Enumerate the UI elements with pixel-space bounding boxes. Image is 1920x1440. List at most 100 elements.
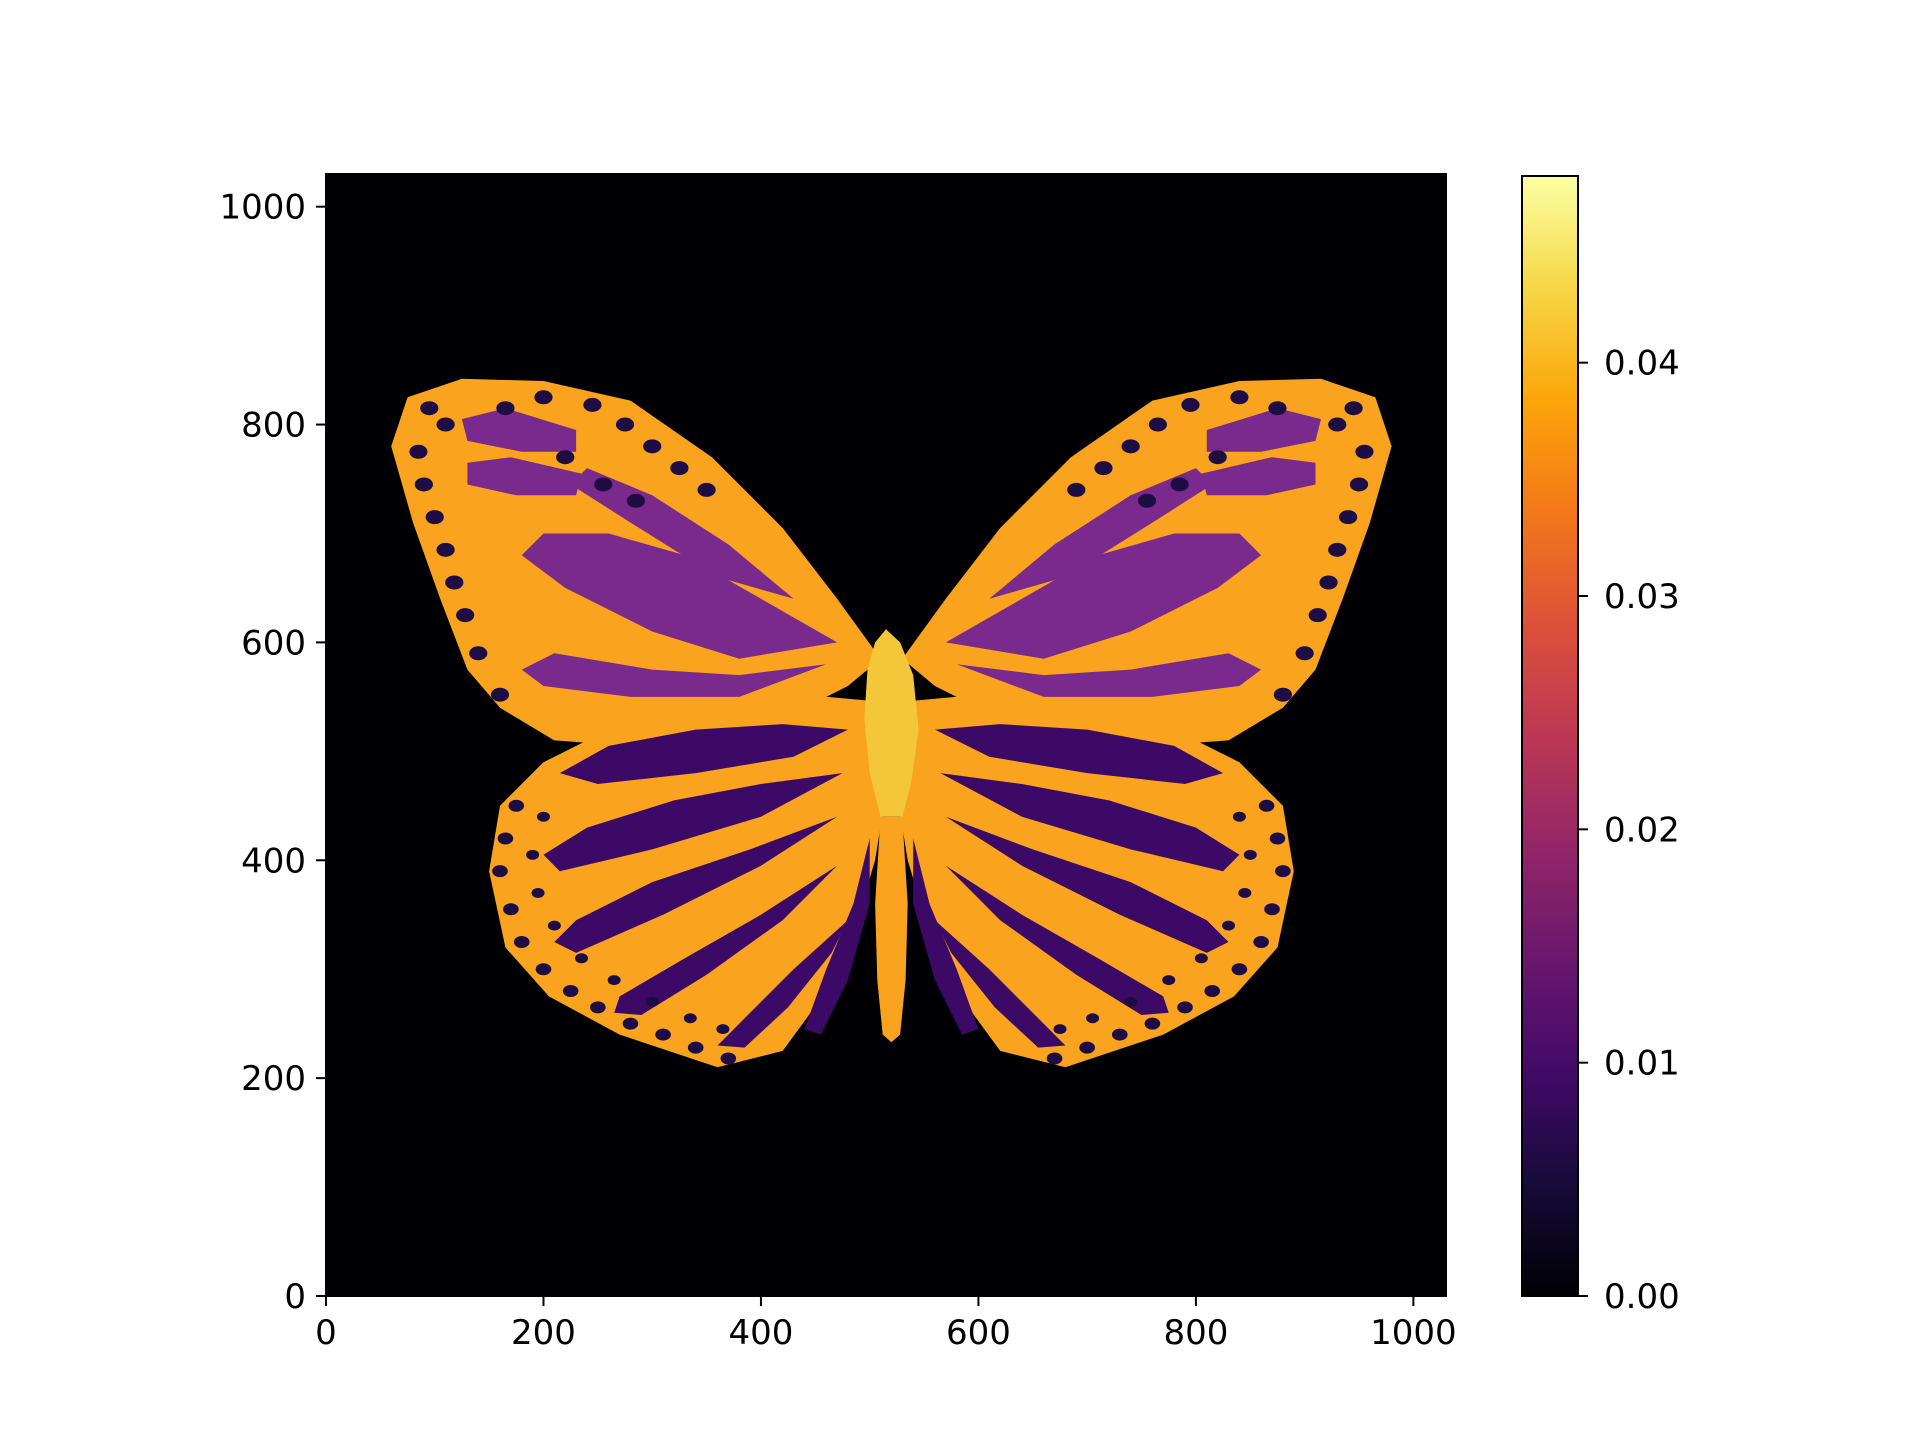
wing-spot (1328, 542, 1347, 557)
butterfly-intensity-image (391, 378, 1392, 1068)
x-axis: 0 200 400 600 800 1000 (315, 1296, 1457, 1353)
wing-spot (575, 953, 589, 964)
wing-spot (425, 510, 444, 525)
wing-spot (1344, 401, 1363, 416)
wing-spot (436, 542, 455, 557)
forewing-cell (570, 468, 794, 599)
x-tick-label: 600 (946, 1313, 1011, 1353)
butterfly-thorax (864, 629, 919, 817)
colorbar-tick-label: 0.01 (1604, 1044, 1680, 1084)
forewing-cell (521, 533, 838, 659)
wing-spot (409, 444, 428, 459)
x-tick-label: 1000 (1370, 1313, 1457, 1353)
hindwing-cell (543, 773, 843, 872)
wing-spot (697, 482, 716, 497)
wing-spot (687, 1041, 704, 1054)
wing-spot (1355, 444, 1374, 459)
butterfly-abdomen (875, 816, 908, 1043)
x-tick-label: 0 (315, 1313, 337, 1353)
hindwing-cell (913, 838, 979, 1035)
hindwing-cell (934, 724, 1224, 784)
wing-spot (1253, 935, 1269, 948)
wing-spot (531, 887, 545, 898)
wing-spot (1137, 493, 1157, 508)
wing-spot (490, 687, 510, 702)
hindwing-cell (940, 773, 1240, 872)
hindwing-cell (804, 838, 870, 1035)
wing-spot (1177, 1001, 1193, 1014)
y-tick-label: 600 (241, 623, 306, 663)
wing-spot (645, 996, 659, 1007)
wing-spot (1094, 461, 1113, 476)
wing-spot (1269, 832, 1286, 845)
forewing-cell (956, 653, 1262, 697)
wing-spot (420, 401, 439, 416)
colorbar-tick-label: 0.04 (1604, 344, 1680, 384)
hindwing-cell (614, 865, 838, 1015)
wing-spot (1273, 687, 1292, 702)
wing-spot (1231, 963, 1248, 976)
y-tick-label: 0 (284, 1277, 306, 1317)
forewing-cell (989, 468, 1213, 599)
wing-spot (1067, 482, 1086, 497)
wing-spot (1111, 1028, 1128, 1041)
wing-spot (496, 401, 515, 416)
wing-spot (1222, 920, 1236, 931)
forewing-cell (521, 653, 827, 697)
wing-spot (643, 439, 662, 454)
wing-spot (683, 1013, 697, 1024)
y-axis: 0 200 400 600 800 1000 (219, 188, 326, 1317)
y-tick-label: 200 (241, 1059, 306, 1099)
hindwing-cell (717, 920, 848, 1048)
wing-spot (456, 608, 475, 623)
wing-spot (534, 390, 553, 405)
wing-spot (607, 975, 621, 986)
wing-spot (547, 920, 561, 931)
wing-spot (492, 865, 508, 878)
wing-spot (1275, 865, 1291, 878)
wing-spot (1208, 450, 1227, 465)
hindwing-cell (945, 816, 1229, 953)
colorbar-tick-label: 0.00 (1604, 1277, 1680, 1317)
wing-spot (1308, 608, 1327, 623)
wing-spot (590, 1001, 606, 1014)
wing-spot (1046, 1052, 1063, 1065)
wing-spot (1349, 477, 1369, 492)
wing-spot (1339, 510, 1358, 525)
wing-spot (626, 493, 646, 508)
colorbar-tick-label: 0.03 (1604, 577, 1680, 617)
plot-frame (325, 173, 1447, 1297)
wing-spot (1230, 390, 1249, 405)
wing-spot (414, 477, 433, 492)
forewing-cell (945, 533, 1262, 659)
wing-spot (1194, 953, 1208, 964)
wing-spot (1204, 984, 1221, 997)
y-tick-label: 1000 (219, 188, 306, 228)
wing-spot (503, 903, 519, 916)
wing-spot (1258, 799, 1275, 812)
y-tick-label: 400 (241, 841, 306, 881)
wing-spot (556, 450, 575, 465)
hindwing-cell (934, 920, 1066, 1048)
colorbar-tick-label: 0.02 (1604, 810, 1680, 850)
heatmap-image (326, 174, 1446, 1296)
wing-spot (1148, 417, 1167, 432)
colorbar (1521, 175, 1579, 1297)
forewing-cell (461, 408, 577, 452)
wing-spot (1124, 996, 1138, 1007)
y-tick-label: 800 (241, 406, 306, 446)
wing-spot (1264, 903, 1280, 916)
wing-spot (670, 461, 689, 476)
wing-spot (526, 849, 540, 860)
wing-spot (497, 832, 514, 845)
wing-spot (1162, 975, 1176, 986)
hindwing-cell (554, 816, 838, 953)
wing-spot (1053, 1024, 1067, 1035)
wing-spot (622, 1017, 639, 1030)
wing-spot (1295, 646, 1314, 661)
wing-spot (594, 477, 613, 492)
wing-spot (1144, 1017, 1161, 1030)
wing-spot (1079, 1041, 1095, 1054)
forewing-cell (467, 457, 582, 496)
